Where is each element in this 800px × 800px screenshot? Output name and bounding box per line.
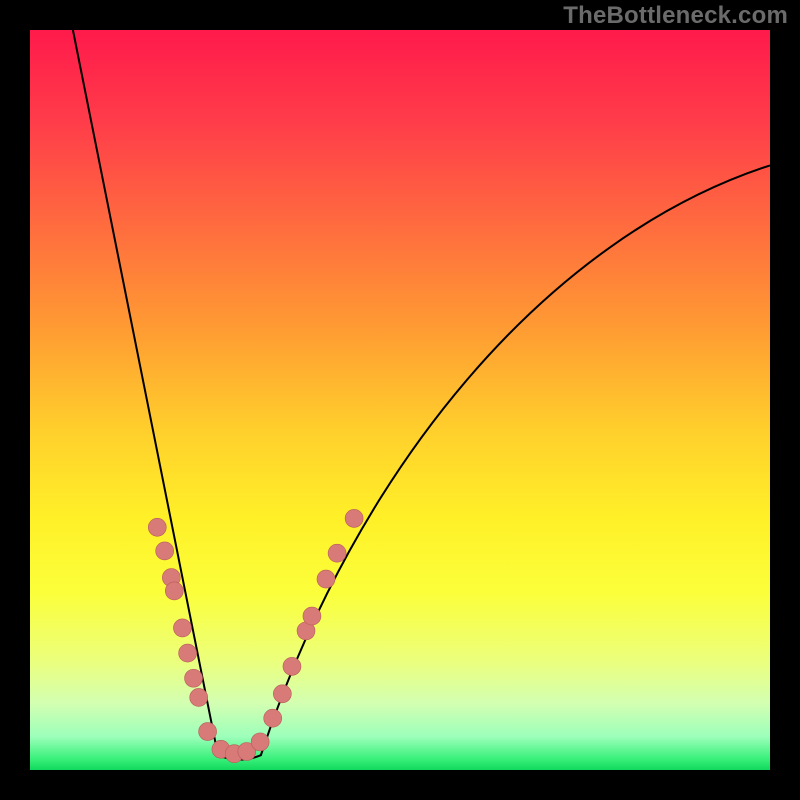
data-marker bbox=[199, 723, 217, 741]
data-marker bbox=[328, 544, 346, 562]
plot-area bbox=[30, 30, 770, 770]
gradient-background bbox=[30, 30, 770, 770]
data-marker bbox=[185, 669, 203, 687]
data-marker bbox=[148, 518, 166, 536]
chart-frame: TheBottleneck.com bbox=[0, 0, 800, 800]
data-marker bbox=[283, 657, 301, 675]
data-marker bbox=[179, 644, 197, 662]
data-marker bbox=[345, 509, 363, 527]
watermark-text: TheBottleneck.com bbox=[563, 2, 788, 30]
chart-svg bbox=[30, 30, 770, 770]
data-marker bbox=[165, 582, 183, 600]
data-marker bbox=[156, 542, 174, 560]
data-marker bbox=[173, 619, 191, 637]
data-marker bbox=[251, 733, 269, 751]
data-marker bbox=[303, 607, 321, 625]
data-marker bbox=[190, 688, 208, 706]
data-marker bbox=[264, 709, 282, 727]
data-marker bbox=[317, 570, 335, 588]
data-marker bbox=[273, 685, 291, 703]
